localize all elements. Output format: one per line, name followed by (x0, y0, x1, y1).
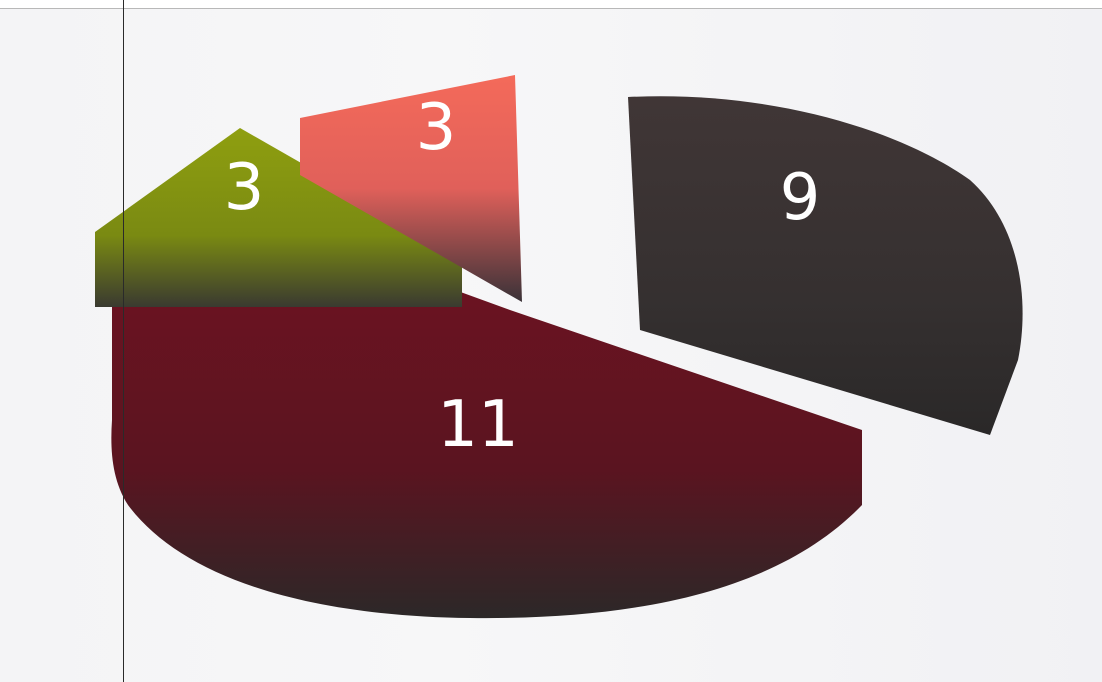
slice-salmon (300, 75, 522, 302)
slice-label: 3 (416, 91, 457, 165)
slice-label: 9 (780, 161, 821, 235)
slice-label: 11 (437, 388, 518, 462)
left-edge-line (123, 0, 124, 682)
slice-label: 3 (224, 151, 265, 225)
slice-maroon (111, 290, 863, 619)
slice-dark (628, 96, 1023, 436)
slice-green (95, 128, 462, 307)
